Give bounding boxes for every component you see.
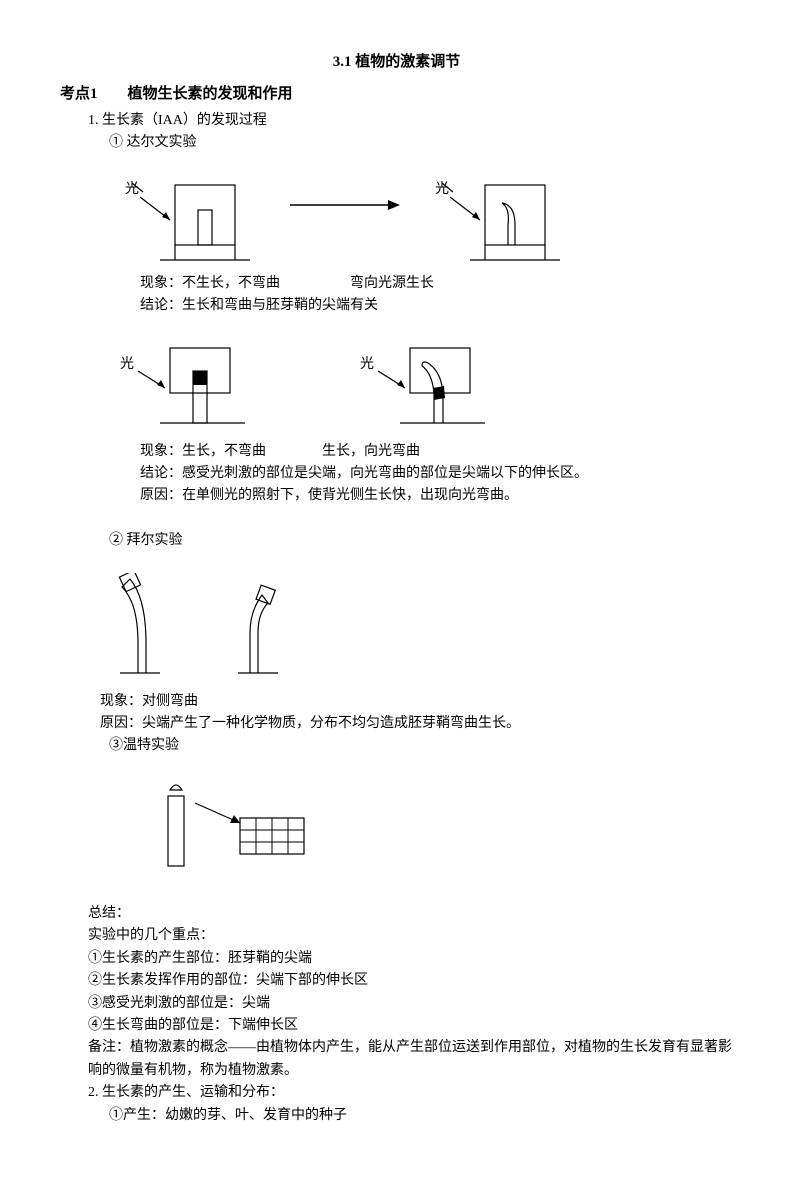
exp1-label: ① 达尔文实验 <box>109 132 733 154</box>
exp1-dia4: 光 <box>360 338 500 433</box>
exp1-row2-concl: 结论：感受光刺激的部位是尖端，向光弯曲的部位是尖端以下的伸长区。 <box>140 463 733 485</box>
chapter-title: 3.1 植物的激素调节 <box>60 50 733 74</box>
sec1-title: 1. 生长素（IAA）的发现过程 <box>88 110 733 132</box>
light-label: 光 <box>360 356 374 372</box>
light-label: 光 <box>120 356 134 372</box>
exp2-dia2 <box>230 573 300 683</box>
exp2-dia1 <box>100 573 170 683</box>
exp2-label: ② 拜尔实验 <box>109 530 733 552</box>
exp1-row2-reason: 原因：在单侧光的照射下，使背光侧生长快，出现向光弯曲。 <box>140 485 733 507</box>
exp1-row1: 光 光 <box>120 175 733 265</box>
kaodian-1: 考点1 植物生长素的发现和作用 <box>60 82 733 106</box>
exp3-label: ③温特实验 <box>109 735 733 757</box>
exp1-dia3: 光 <box>120 338 260 433</box>
summary-note: 备注：植物激素的概念——由植物体内产生，能从产生部位运送到作用部位，对植物的生长… <box>88 1037 733 1082</box>
exp1-row1-concl: 结论：生长和弯曲与胚芽鞘的尖端有关 <box>140 295 733 317</box>
summary-p1: ①生长素的产生部位：胚芽鞘的尖端 <box>88 948 733 970</box>
exp2-row <box>100 573 733 683</box>
summary-line0: 实验中的几个重点： <box>88 925 733 947</box>
exp1-row1-obs: 现象：不生长，不弯曲 弯向光源生长 <box>140 273 733 295</box>
exp3-dia <box>140 778 320 873</box>
exp2-obs: 现象：对侧弯曲 <box>100 691 733 713</box>
exp2-reason: 原因：尖端产生了一种化学物质，分布不均匀造成胚芽鞘弯曲生长。 <box>100 713 733 735</box>
exp1-dia1: 光 <box>120 175 260 265</box>
exp1-row2-obs: 现象：生长，不弯曲 生长，向光弯曲 <box>140 441 733 463</box>
exp1-dia2: 光 <box>430 175 570 265</box>
sec2-title: 2. 生长素的产生、运输和分布： <box>88 1082 733 1104</box>
exp3-row <box>140 778 733 873</box>
exp1-row2: 光 光 <box>120 338 733 433</box>
arrow-right-icon <box>290 195 400 215</box>
summary-title: 总结： <box>88 903 733 925</box>
summary-p2: ②生长素发挥作用的部位：尖端下部的伸长区 <box>88 970 733 992</box>
sec2-p1: ①产生：幼嫩的芽、叶、发育中的种子 <box>109 1105 733 1127</box>
summary-p3: ③感受光刺激的部位是：尖端 <box>88 993 733 1015</box>
summary-p4: ④生长弯曲的部位是：下端伸长区 <box>88 1015 733 1037</box>
